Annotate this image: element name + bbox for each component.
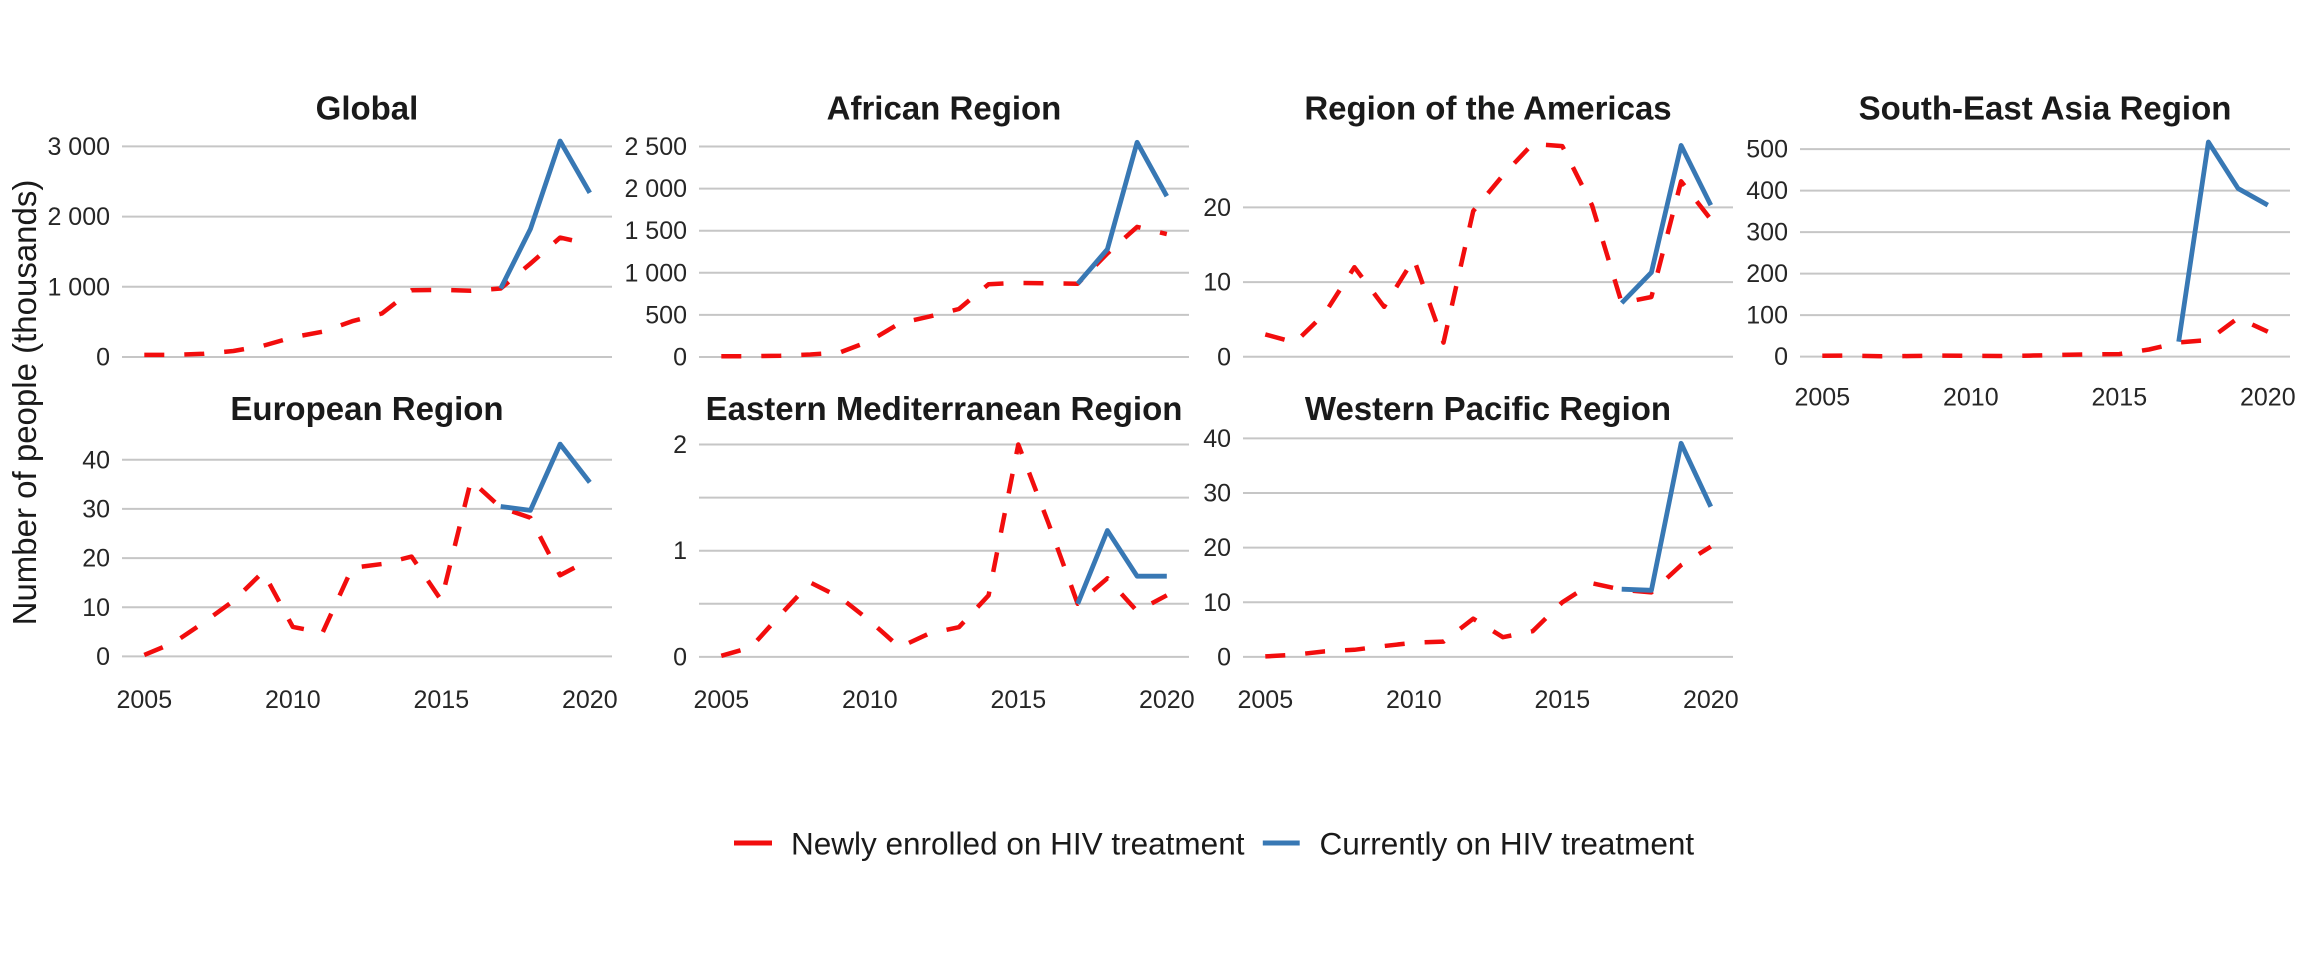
svg-text:2 000: 2 000 [624,175,687,203]
svg-text:20: 20 [82,545,110,573]
svg-text:10: 10 [1203,269,1231,297]
svg-text:40: 40 [82,446,110,474]
svg-text:1 500: 1 500 [624,217,687,245]
svg-text:100: 100 [1746,302,1788,330]
svg-text:Western Pacific Region: Western Pacific Region [1305,390,1671,427]
svg-text:0: 0 [1217,343,1231,371]
svg-text:0: 0 [673,643,687,671]
svg-text:1 000: 1 000 [624,259,687,287]
svg-text:Global: Global [316,90,419,127]
svg-text:300: 300 [1746,219,1788,247]
svg-text:20: 20 [1203,534,1231,562]
svg-text:2005: 2005 [693,686,749,714]
svg-text:2005: 2005 [1237,686,1293,714]
svg-text:2020: 2020 [562,686,618,714]
svg-text:0: 0 [1774,343,1788,371]
svg-text:30: 30 [82,496,110,524]
svg-text:500: 500 [645,301,687,329]
svg-text:European Region: European Region [230,390,503,427]
svg-text:0: 0 [96,344,110,372]
svg-text:1: 1 [673,537,687,565]
svg-text:Number of people (thousands): Number of people (thousands) [6,180,43,626]
svg-text:500: 500 [1746,136,1788,164]
svg-text:1 000: 1 000 [47,273,110,301]
svg-text:2010: 2010 [1943,384,1999,412]
svg-text:South-East Asia Region: South-East Asia Region [1859,90,2232,127]
svg-text:3 000: 3 000 [47,133,110,161]
svg-text:2010: 2010 [1386,686,1442,714]
svg-text:2005: 2005 [116,686,172,714]
svg-text:Region of the Americas: Region of the Americas [1304,90,1671,127]
svg-text:200: 200 [1746,260,1788,288]
svg-text:2015: 2015 [1534,686,1590,714]
svg-text:Eastern Mediterranean Region: Eastern Mediterranean Region [706,390,1183,427]
svg-text:2015: 2015 [2091,384,2147,412]
svg-text:2020: 2020 [1683,686,1739,714]
svg-text:0: 0 [96,643,110,671]
svg-text:2020: 2020 [2240,384,2296,412]
svg-text:2020: 2020 [1139,686,1195,714]
svg-text:2005: 2005 [1794,384,1850,412]
svg-text:0: 0 [1217,643,1231,671]
svg-text:Newly enrolled on HIV treatmen: Newly enrolled on HIV treatment [791,826,1245,862]
svg-text:400: 400 [1746,177,1788,205]
svg-text:2010: 2010 [265,686,321,714]
svg-text:2015: 2015 [990,686,1046,714]
svg-text:2 500: 2 500 [624,133,687,161]
svg-text:African Region: African Region [827,90,1062,127]
svg-text:20: 20 [1203,194,1231,222]
svg-text:40: 40 [1203,425,1231,453]
svg-text:10: 10 [1203,589,1231,617]
svg-text:2: 2 [673,431,687,459]
svg-text:0: 0 [673,344,687,372]
svg-text:Currently on HIV treatment: Currently on HIV treatment [1320,826,1695,862]
svg-text:2010: 2010 [842,686,898,714]
svg-text:30: 30 [1203,480,1231,508]
svg-text:2015: 2015 [413,686,469,714]
svg-text:10: 10 [82,594,110,622]
svg-text:2 000: 2 000 [47,203,110,231]
